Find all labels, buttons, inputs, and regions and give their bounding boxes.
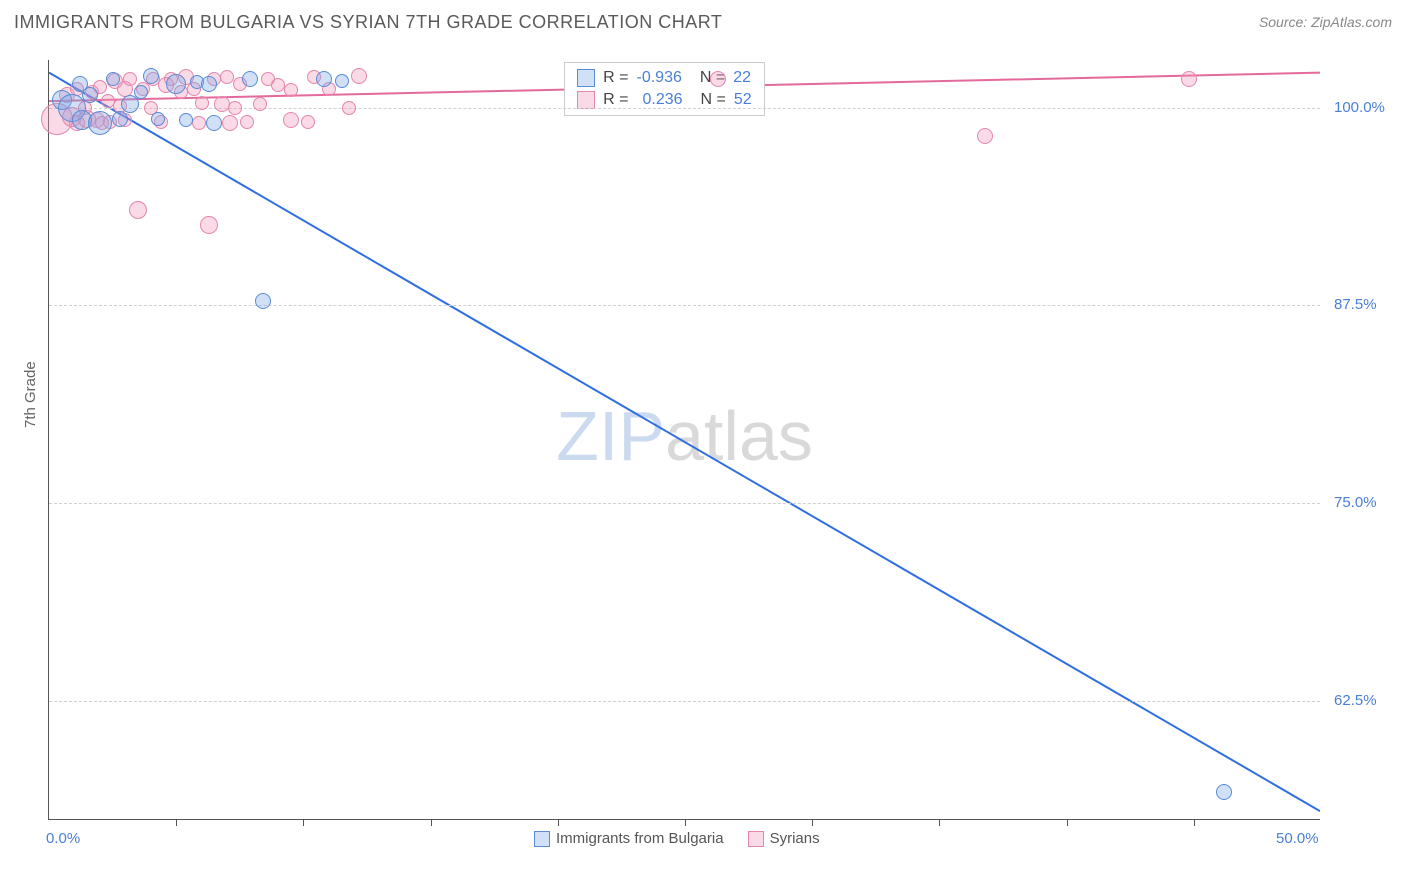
data-point-bulgaria: [255, 293, 271, 309]
watermark-atlas: atlas: [665, 397, 813, 475]
data-point-syrians: [977, 128, 993, 144]
data-point-syrians: [284, 83, 298, 97]
x-tick: [303, 819, 304, 826]
plot-area: ZIPatlas R = -0.936 N = 22 R = 0.236 N =…: [48, 60, 1320, 820]
data-point-bulgaria: [335, 74, 349, 88]
x-tick: [431, 819, 432, 826]
watermark-zip: ZIP: [556, 397, 665, 475]
data-point-bulgaria: [1216, 784, 1232, 800]
r-value-bulgaria: -0.936: [637, 67, 682, 89]
y-tick-label: 75.0%: [1334, 494, 1377, 511]
swatch-bulgaria: [577, 69, 595, 87]
data-point-bulgaria: [88, 111, 112, 135]
source-label: Source: ZipAtlas.com: [1259, 14, 1392, 30]
gridline: [49, 305, 1320, 306]
x-tick: [812, 819, 813, 826]
data-point-bulgaria: [179, 113, 193, 127]
y-tick-label: 100.0%: [1334, 99, 1385, 116]
series-legend: Immigrants from Bulgaria Syrians: [534, 830, 820, 847]
data-point-bulgaria: [166, 74, 186, 94]
x-tick: [939, 819, 940, 826]
data-point-bulgaria: [134, 85, 148, 99]
chart-container: 7th Grade ZIPatlas R = -0.936 N = 22 R =…: [14, 48, 1392, 878]
data-point-syrians: [301, 115, 315, 129]
watermark: ZIPatlas: [556, 396, 813, 476]
data-point-syrians: [192, 116, 206, 130]
data-point-bulgaria: [106, 72, 120, 86]
data-point-syrians: [240, 115, 254, 129]
n-value-bulgaria: 22: [733, 67, 751, 89]
data-point-syrians: [228, 101, 242, 115]
swatch-syrians: [577, 91, 595, 109]
data-point-bulgaria: [112, 111, 128, 127]
data-point-syrians: [351, 68, 367, 84]
data-point-syrians: [200, 216, 218, 234]
data-point-syrians: [123, 72, 137, 86]
legend-item-bulgaria: Immigrants from Bulgaria: [534, 830, 724, 847]
data-point-bulgaria: [242, 71, 258, 87]
legend-label-syrians: Syrians: [770, 830, 820, 847]
chart-header: IMMIGRANTS FROM BULGARIA VS SYRIAN 7TH G…: [14, 12, 1392, 42]
x-tick-label: 50.0%: [1276, 830, 1319, 847]
data-point-syrians: [1181, 71, 1197, 87]
legend-item-syrians: Syrians: [748, 830, 820, 847]
data-point-syrians: [253, 97, 267, 111]
data-point-bulgaria: [316, 71, 332, 87]
x-tick: [685, 819, 686, 826]
x-tick: [176, 819, 177, 826]
y-axis-label: 7th Grade: [22, 361, 39, 428]
data-point-bulgaria: [143, 68, 159, 84]
data-point-syrians: [710, 71, 726, 87]
y-tick-label: 62.5%: [1334, 692, 1377, 709]
swatch-syrians-icon: [748, 831, 764, 847]
gridline: [49, 701, 1320, 702]
x-tick: [558, 819, 559, 826]
data-point-syrians: [283, 112, 299, 128]
data-point-syrians: [129, 201, 147, 219]
data-point-bulgaria: [82, 87, 98, 103]
swatch-bulgaria-icon: [534, 831, 550, 847]
trend-lines-svg: [49, 60, 1320, 819]
x-tick-label: 0.0%: [46, 830, 80, 847]
legend-label-bulgaria: Immigrants from Bulgaria: [556, 830, 724, 847]
x-tick: [1067, 819, 1068, 826]
x-tick: [1194, 819, 1195, 826]
chart-title: IMMIGRANTS FROM BULGARIA VS SYRIAN 7TH G…: [14, 12, 1392, 33]
r-label: R =: [603, 67, 628, 89]
data-point-bulgaria: [206, 115, 222, 131]
y-tick-label: 87.5%: [1334, 296, 1377, 313]
data-point-syrians: [222, 115, 238, 131]
gridline: [49, 503, 1320, 504]
data-point-bulgaria: [151, 112, 165, 126]
data-point-bulgaria: [201, 76, 217, 92]
data-point-syrians: [342, 101, 356, 115]
data-point-syrians: [195, 96, 209, 110]
